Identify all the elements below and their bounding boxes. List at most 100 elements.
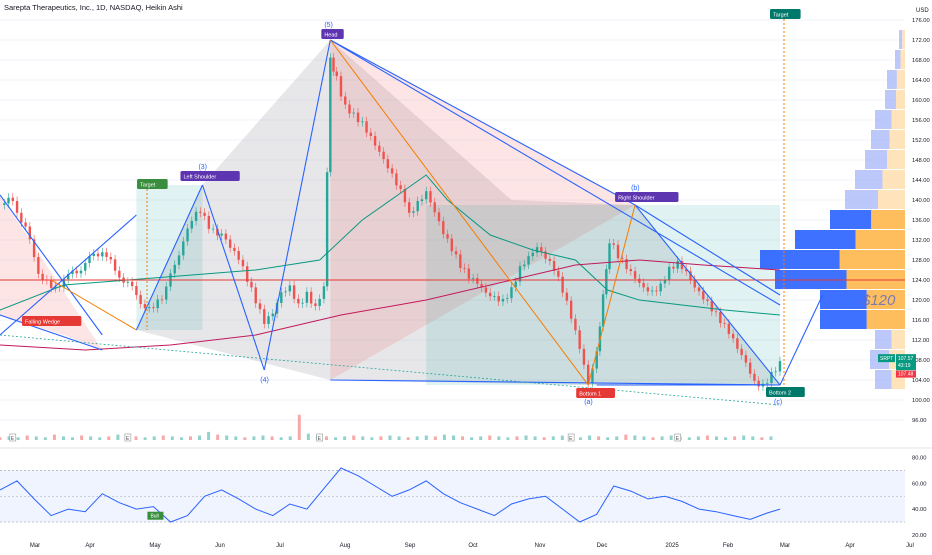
pattern-line (263, 39, 331, 371)
volume-bar (606, 437, 610, 440)
candle-body (160, 299, 164, 301)
candle-body (84, 263, 87, 271)
candle-body (514, 281, 517, 288)
candle-body (194, 211, 198, 221)
candle-body (633, 271, 637, 279)
candle-body (267, 316, 270, 324)
candle-body (292, 285, 296, 299)
candle-body (348, 104, 351, 114)
candle-body (382, 151, 385, 160)
volume-bar (451, 435, 455, 440)
candle-body (621, 258, 624, 260)
volume-bar (751, 436, 755, 440)
volume-profile-bar (866, 310, 905, 329)
volume-bar (442, 434, 446, 440)
candle-body (740, 348, 743, 356)
y-tick-label: 172.00 (912, 38, 930, 44)
candle-body (130, 281, 134, 287)
candle-body (710, 301, 714, 312)
volume-bar (642, 436, 646, 440)
candle-body (297, 298, 300, 304)
falling-wedge-label: Falling Wedge (25, 319, 60, 325)
volume-bar (542, 437, 546, 440)
candle-body (561, 276, 564, 293)
volume-bar (98, 437, 102, 440)
volume-profile-bar (882, 170, 905, 189)
candle-body (373, 136, 377, 146)
candle-body (207, 215, 211, 229)
pattern-line (634, 204, 781, 386)
candle-body (258, 303, 262, 310)
volume-bar (352, 435, 356, 440)
candle-body (339, 76, 343, 97)
volume-profile-bar (866, 290, 905, 309)
volume-bar (388, 435, 392, 440)
volume-bar (379, 436, 383, 440)
volume-bar (134, 436, 138, 440)
candle-body (569, 300, 573, 319)
rsi-tick-label: 20.00 (912, 533, 927, 539)
candle-body (450, 238, 454, 252)
volume-bar (143, 437, 147, 440)
candle-body (190, 220, 194, 229)
candle-body (420, 199, 424, 202)
candle-body (20, 212, 23, 223)
x-tick-label: Sep (405, 543, 416, 549)
candle-body (399, 185, 402, 189)
candle-body (497, 296, 500, 302)
volume-bar (633, 435, 637, 440)
candle-body (748, 362, 752, 374)
y-tick-label: 132.00 (912, 238, 930, 244)
volume-profile-bar (875, 110, 892, 129)
bull-label: Bull (150, 514, 158, 520)
y-tick-label: 164.00 (912, 78, 930, 84)
y-tick-label: 100.00 (912, 398, 930, 404)
candle-body (237, 251, 240, 260)
volume-bar (615, 436, 619, 440)
volume-profile-bar (855, 170, 883, 189)
x-tick-label: Aug (340, 543, 351, 549)
candle-body (3, 203, 6, 205)
y-tick-label: 96.00 (912, 418, 927, 424)
bottom1-wave-num: (a) (584, 399, 593, 406)
bottom2-label: Bottom 2 (769, 390, 791, 396)
x-tick-label: Jun (215, 543, 225, 549)
volume-bar (515, 436, 519, 440)
candle-body (454, 251, 458, 255)
candle-body (220, 233, 223, 236)
candle-body (714, 311, 718, 313)
rsi-tick-label: 40.00 (912, 507, 927, 513)
volume-bar (216, 434, 220, 440)
volume-bar (334, 437, 338, 440)
candle-body (416, 201, 419, 212)
hs-fill (136, 40, 781, 385)
candle-body (118, 270, 121, 278)
price-tag-value: 107.57 (898, 356, 914, 362)
pattern-line (0, 194, 103, 336)
pattern-line (634, 204, 781, 296)
pattern-line (779, 294, 824, 386)
volume-bar (297, 414, 301, 440)
candle-body (329, 57, 332, 173)
price-tag-timer: 43:19 (898, 363, 911, 369)
candle-body (54, 286, 57, 288)
volume-bar (71, 437, 75, 440)
symbol-tag: SRPT (880, 356, 893, 362)
candle-body (766, 383, 769, 384)
target-left-label: Target (140, 182, 156, 188)
candle-body (318, 298, 321, 307)
pattern-line (330, 379, 781, 386)
candle-body (309, 291, 313, 304)
ma-red-line (0, 259, 781, 351)
candle-body (685, 269, 688, 272)
earnings-marker-bg (9, 433, 17, 442)
volume-bar (479, 436, 483, 440)
volume-bar (506, 437, 510, 440)
earnings-marker: E (676, 436, 680, 442)
volume-bar (742, 435, 746, 440)
pattern-line (0, 214, 137, 336)
candle-body (37, 257, 40, 274)
volume-bar (270, 436, 274, 440)
pattern-line (330, 39, 781, 306)
